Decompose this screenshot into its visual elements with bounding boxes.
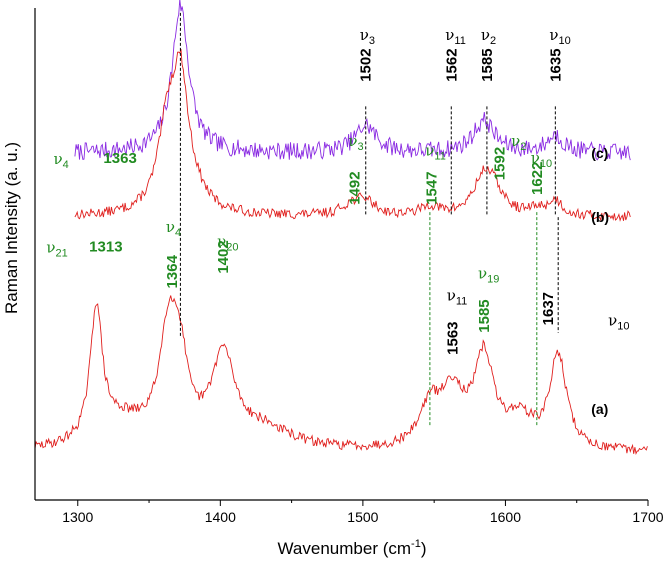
peak-wavenumber-label: 1637 <box>540 292 557 325</box>
peak-wavenumber-label: 1492 <box>346 171 363 204</box>
trace-label-2: (a) <box>591 401 608 417</box>
mode-label-nu: ν4 <box>54 150 69 171</box>
mode-label-nu: ν21 <box>46 239 67 260</box>
mode-label-nu: ν11 <box>425 142 446 163</box>
peak-wavenumber-label: 1585 <box>479 48 496 81</box>
trace-label-1: (b) <box>591 209 609 225</box>
peak-annotation-1637: 1637 ν10 <box>540 292 629 332</box>
peak-wavenumber-label: 1635 <box>547 48 564 81</box>
peak-annotation-1585: 1585 ν19 <box>476 265 499 333</box>
x-axis-title: Wavenumber (cm-1) <box>278 538 427 558</box>
peak-wavenumber-label: 1363 <box>103 150 136 167</box>
mode-label-nu: ν4 <box>166 218 181 239</box>
peak-wavenumber-label: 1562 <box>443 48 460 81</box>
x-axis-title-main: Wavenumber (cm <box>278 539 412 558</box>
peak-annotation-1364: 1364 ν4 <box>164 218 181 289</box>
y-axis-title: Raman Intensity (a. u.) <box>2 142 21 314</box>
mode-label-nu: ν11 <box>445 26 466 47</box>
mode-label-nu: ν2 <box>511 132 526 153</box>
peak-wavenumber-label: 1402 <box>215 240 232 273</box>
spectrum-line-1 <box>74 48 631 222</box>
x-tick-label-1300: 1300 <box>62 509 93 525</box>
spectrum-line-2 <box>34 295 648 455</box>
mode-label-nu: ν3 <box>348 132 363 153</box>
axes: 1300 1400 1500 1600 1700 <box>34 8 664 525</box>
peak-annotation-1547: 1547 ν11 <box>423 142 446 205</box>
mode-label-nu: ν10 <box>531 149 552 170</box>
peak-wavenumber-label: 1313 <box>89 239 122 256</box>
trace-label-0: (c) <box>591 145 608 161</box>
peak-wavenumber-label: 1364 <box>164 254 181 288</box>
peak-annotation-1563: 1563 ν11 <box>445 287 468 355</box>
mode-label-nu: ν10 <box>608 311 629 332</box>
mode-label-nu: ν10 <box>549 26 570 47</box>
peak-wavenumber-label: 1622 <box>529 162 546 195</box>
mode-label-nu: ν11 <box>447 287 468 308</box>
peak-wavenumber-label: 1592 <box>492 147 509 180</box>
x-tick-label-1700: 1700 <box>632 509 663 525</box>
x-axis-title-end: ) <box>421 539 427 558</box>
mode-label-nu: ν20 <box>217 233 238 254</box>
x-axis-title-superscript: -1 <box>411 538 421 550</box>
plot-area: 1372ν41502ν31562ν111585ν21635ν101363ν414… <box>34 0 648 455</box>
spectrum-line-0 <box>74 0 631 161</box>
peak-wavenumber-label: 1547 <box>423 171 440 204</box>
peak-wavenumber-label: 1502 <box>358 48 375 81</box>
x-tick-label-1500: 1500 <box>347 509 378 525</box>
mode-label-nu: ν2 <box>481 26 496 47</box>
mode-label-nu: ν19 <box>478 265 499 286</box>
peak-annotation-1313: 1313 ν21 <box>46 239 122 260</box>
peak-wavenumber-label: 1563 <box>445 321 462 354</box>
peak-annotation-1363: 1363 ν4 <box>54 150 137 171</box>
x-tick-label-1600: 1600 <box>490 509 521 525</box>
peak-wavenumber-label: 1585 <box>476 299 493 332</box>
x-tick-label-1400: 1400 <box>205 509 236 525</box>
mode-label-nu: ν3 <box>360 26 375 47</box>
peak-annotation-1492: 1492 ν3 <box>346 132 363 205</box>
